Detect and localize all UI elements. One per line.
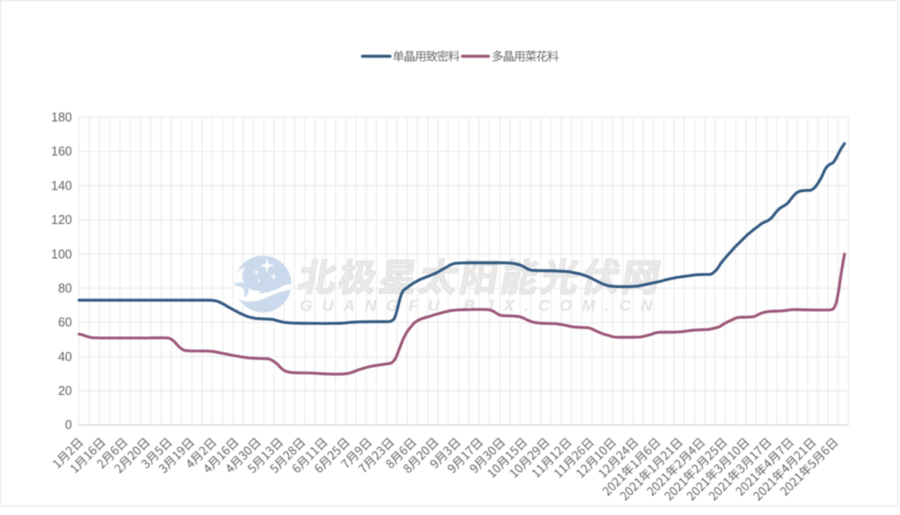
- svg-text:180: 180: [51, 111, 72, 125]
- svg-text:0: 0: [65, 418, 72, 432]
- svg-text:80: 80: [58, 281, 72, 295]
- svg-text:160: 160: [51, 145, 72, 159]
- svg-text:60: 60: [58, 316, 72, 330]
- svg-text:100: 100: [51, 247, 72, 261]
- svg-text:120: 120: [51, 213, 72, 227]
- svg-text:40: 40: [58, 350, 72, 364]
- svg-text:140: 140: [51, 179, 72, 193]
- svg-text:20: 20: [58, 384, 72, 398]
- svg-text:GUANGFU.BJX.COM.CN: GUANGFU.BJX.COM.CN: [300, 298, 662, 315]
